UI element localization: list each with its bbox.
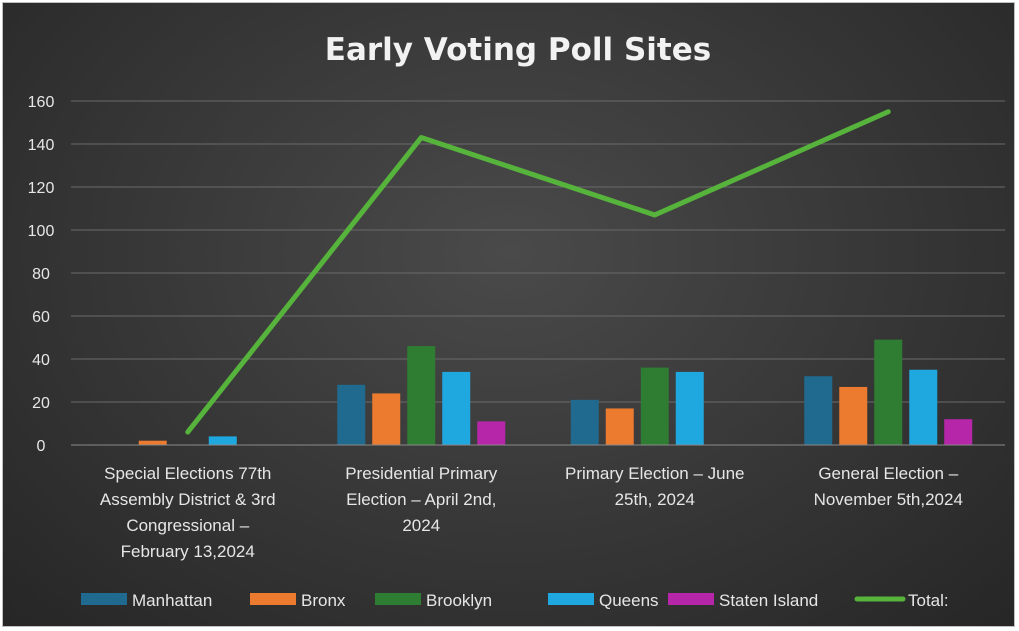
bar-queens [442,371,471,445]
x-category-label: General Election – November 5th,2024 [814,464,963,509]
total-line [185,109,891,435]
chart: Early Voting Poll Sites 0 20 40 60 80 100 120 1… [28,32,1005,610]
bar-staten-island [944,419,973,445]
legend-swatch-queens [548,593,594,605]
legend-label-manhattan: Manhattan [132,591,212,610]
y-tick-label: 0 [37,438,46,455]
x-axis: Special Elections 77th Assembly District … [71,444,1005,561]
gridlines [71,100,1005,446]
bar-manhattan [337,384,366,445]
x-category-label-line: Election – April 2nd, [346,490,496,509]
legend-label-brooklyn: Brooklyn [426,591,492,610]
legend-swatch-brooklyn [375,593,421,605]
x-category-label: Special Elections 77th Assembly District … [100,464,276,561]
bar-brooklyn [874,339,903,445]
y-axis: 0 20 40 60 80 100 120 140 160 [28,94,55,455]
x-category-label: Presidential Primary Election – April 2nd… [345,464,498,535]
legend-label-staten-island: Staten Island [719,591,818,610]
legend-swatch-bronx [250,593,296,605]
y-tick-label: 140 [28,137,55,154]
legend: Manhattan Bronx Brooklyn Queens Staten Islan… [81,591,949,610]
bar-bronx [605,408,634,445]
legend-swatch-manhattan [81,593,127,605]
x-category-label-line: February 13,2024 [121,542,255,561]
bar-queens [909,369,938,445]
y-tick-label: 80 [32,266,50,283]
bar-queens [675,371,704,445]
bar-bronx [138,440,167,445]
x-category-label-line: Congressional – [126,516,249,535]
y-tick-label: 40 [32,352,50,369]
legend-label-total: Total: [908,591,949,610]
legend-label-queens: Queens [599,591,659,610]
x-category-label-line: Presidential Primary [345,464,498,483]
legend-swatch-staten-island [668,593,714,605]
total-line-path [185,109,891,435]
bar-bronx [372,393,401,445]
bar-queens [208,436,237,445]
y-tick-label: 20 [32,395,50,412]
y-tick-label: 60 [32,309,50,326]
x-category-label-line: Special Elections 77th [104,464,271,483]
x-category-label-line: General Election – [818,464,958,483]
x-category-label-line: Primary Election – June [565,464,745,483]
bar-brooklyn [640,367,669,445]
x-category-label: Primary Election – June 25th, 2024 [565,464,745,509]
bars [138,339,973,445]
x-category-label-line: 2024 [402,516,440,535]
x-category-label-line: November 5th,2024 [814,490,963,509]
bar-manhattan [804,376,833,445]
y-tick-label: 160 [28,94,55,111]
x-category-label-line: 25th, 2024 [615,490,695,509]
bar-brooklyn [407,346,436,445]
y-tick-label: 120 [28,180,55,197]
y-tick-label: 100 [28,223,55,240]
bar-manhattan [570,399,599,445]
bar-staten-island [477,421,506,445]
x-category-label-line: Assembly District & 3rd [100,490,276,509]
chart-title: Early Voting Poll Sites [325,32,711,68]
bar-bronx [839,386,868,445]
legend-label-bronx: Bronx [301,591,346,610]
